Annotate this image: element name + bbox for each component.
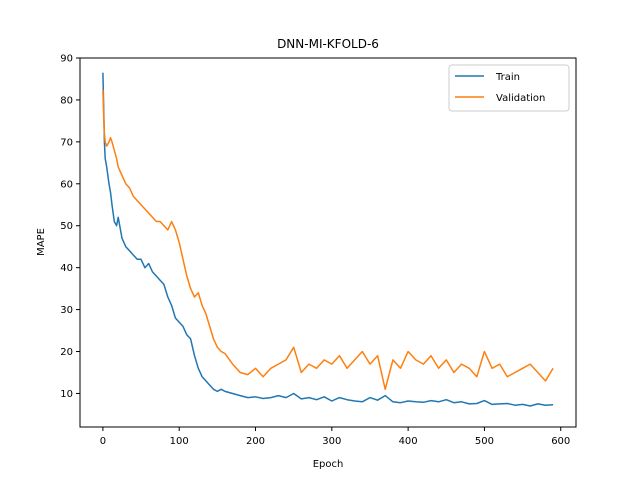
y-tick-label: 80: [60, 95, 73, 106]
x-tick-label: 200: [246, 436, 265, 447]
legend-label-validation: Validation: [496, 93, 545, 104]
y-tick-label: 20: [60, 347, 73, 358]
x-tick-label: 0: [100, 436, 106, 447]
chart-title: DNN-MI-KFOLD-6: [277, 37, 379, 51]
y-tick-label: 40: [60, 263, 73, 274]
legend: Train Validation: [448, 64, 570, 112]
plot-area: [79, 57, 577, 428]
series-lines: [102, 72, 554, 407]
y-tick-label: 50: [60, 221, 73, 232]
legend-label-train: Train: [495, 72, 520, 83]
series-line-validation: [102, 89, 554, 391]
y-axis-label: MAPE: [36, 228, 47, 256]
x-tick-label: 300: [322, 436, 341, 447]
y-axis: 10 20 30 40 50 60 70 80 90: [60, 54, 80, 400]
x-tick-label: 500: [475, 436, 494, 447]
y-tick-label: 10: [60, 389, 73, 400]
x-axis: 0 100 200 300 400 500 600: [100, 427, 570, 447]
x-tick-label: 600: [551, 436, 570, 447]
series-line-train: [102, 72, 554, 407]
x-axis-label: Epoch: [313, 459, 344, 470]
y-tick-label: 60: [60, 179, 73, 190]
y-tick-label: 70: [60, 137, 73, 148]
x-tick-label: 400: [399, 436, 418, 447]
y-tick-label: 90: [60, 54, 73, 65]
x-tick-label: 100: [170, 436, 189, 447]
y-tick-label: 30: [60, 305, 73, 316]
